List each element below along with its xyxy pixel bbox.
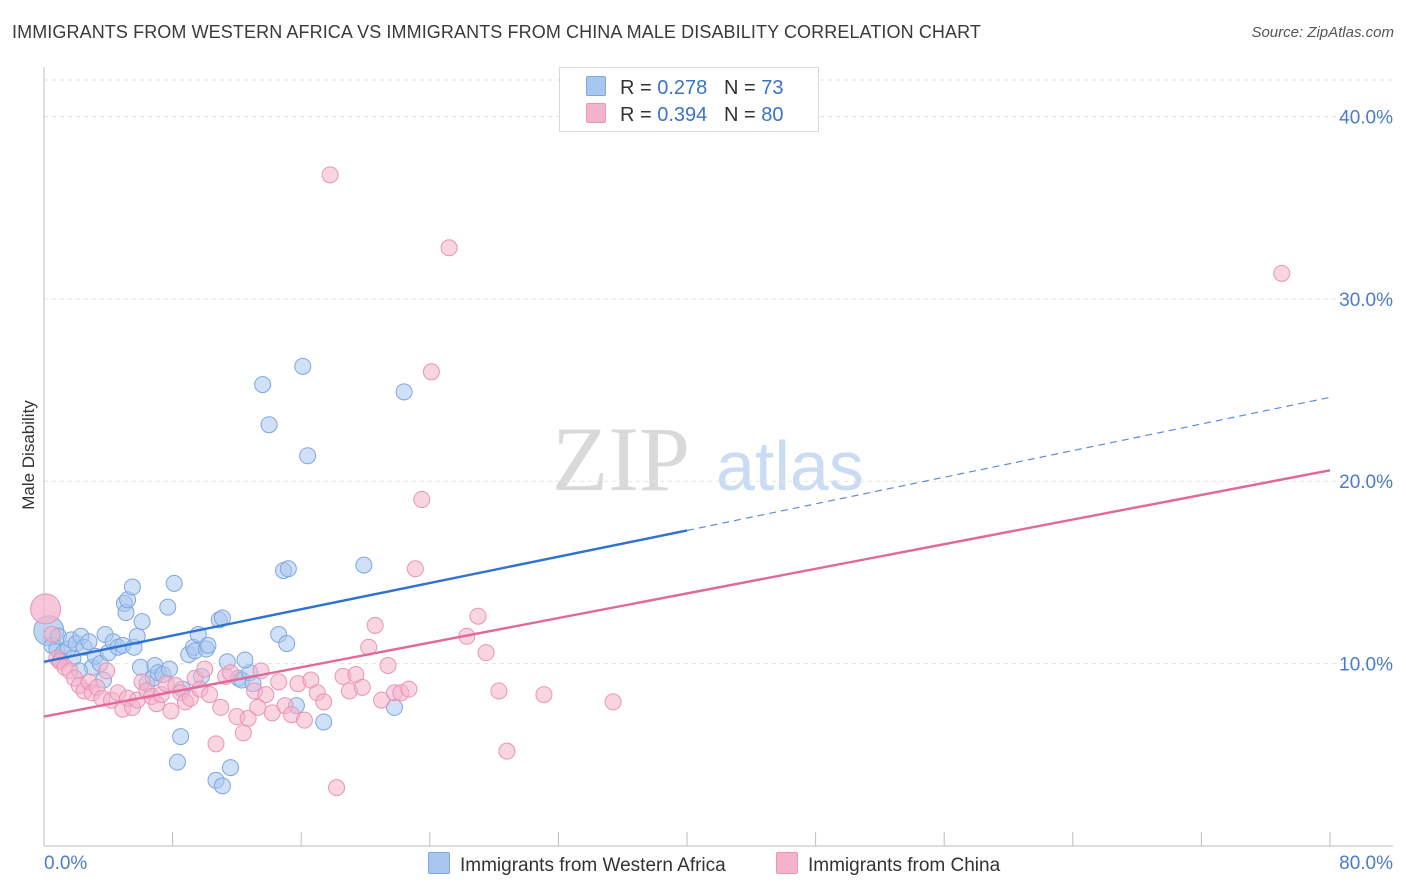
x-tick-label-min: 0.0% <box>44 853 87 874</box>
western-africa-point <box>236 651 254 669</box>
china-point <box>498 742 516 760</box>
legend-row-china: R = 0.394 N = 80 <box>586 103 783 127</box>
western-africa-point <box>172 728 190 746</box>
y-tick-label: 40.0% <box>1339 107 1393 128</box>
legend-swatch-blue <box>586 76 606 96</box>
legend-r-label: R = <box>620 104 652 126</box>
china-point <box>366 616 384 634</box>
chart-source: Source: ZipAtlas.com <box>1251 24 1394 41</box>
legend-swatch-pink <box>586 103 606 123</box>
chart-title: IMMIGRANTS FROM WESTERN AFRICA VS IMMIGR… <box>12 22 981 42</box>
china-point <box>477 644 495 662</box>
series-western-africa-points <box>33 357 413 795</box>
china-point <box>1273 264 1291 282</box>
western-africa-point <box>315 713 333 731</box>
trend-line-china <box>43 469 1331 718</box>
china-point <box>379 656 397 674</box>
legend-r-value-pink: 0.394 <box>657 104 708 126</box>
china-point <box>30 593 62 625</box>
western-africa-point <box>165 574 183 592</box>
china-point <box>239 709 257 727</box>
western-africa-point <box>160 660 178 678</box>
western-africa-point <box>159 598 177 616</box>
china-point <box>207 735 225 753</box>
china-point <box>469 607 487 625</box>
x-ticks <box>43 832 1331 846</box>
legend-r-label: R = <box>620 77 652 99</box>
watermark-atlas: atlas <box>716 427 864 505</box>
western-africa-point <box>299 447 317 465</box>
legend-item-western-africa: Immigrants from Western Africa <box>428 852 726 877</box>
legend-n-value-blue: 73 <box>761 77 784 99</box>
china-point <box>328 779 346 797</box>
legend-label-western-africa: Immigrants from Western Africa <box>460 855 726 876</box>
china-point <box>257 686 275 704</box>
legend-r-value-blue: 0.278 <box>657 77 708 99</box>
trend-lines <box>43 396 1331 718</box>
gridlines <box>44 79 1393 665</box>
china-point <box>270 673 288 691</box>
y-tick-label: 30.0% <box>1339 290 1393 311</box>
china-point <box>212 698 230 716</box>
china-point <box>604 693 622 711</box>
china-point <box>196 660 214 678</box>
western-africa-point <box>199 636 217 654</box>
western-africa-point <box>260 416 278 434</box>
china-point <box>535 686 553 704</box>
legend-swatch-western-africa <box>428 852 450 874</box>
western-africa-point <box>355 556 373 574</box>
china-point <box>234 724 252 742</box>
western-africa-point <box>168 753 186 771</box>
y-tick-label: 10.0% <box>1339 655 1393 676</box>
trend-line-western-africa-extension <box>686 396 1331 532</box>
western-africa-point <box>395 383 413 401</box>
china-point <box>315 693 333 711</box>
western-africa-point <box>133 613 151 631</box>
china-point <box>201 686 219 704</box>
y-axis-label: Male Disability <box>19 400 38 510</box>
trend-line-western-africa <box>43 529 688 663</box>
western-africa-point <box>278 635 296 653</box>
china-point <box>440 239 458 257</box>
y-tick-labels: 10.0% 20.0% 30.0% 40.0% <box>1339 107 1393 675</box>
china-point <box>413 490 431 508</box>
china-point <box>321 166 339 184</box>
china-point <box>353 678 371 696</box>
legend-label-china: Immigrants from China <box>808 855 1001 876</box>
western-africa-point <box>221 759 239 777</box>
china-point <box>373 691 391 709</box>
x-tick-label-max: 80.0% <box>1339 853 1393 874</box>
china-point <box>249 698 267 716</box>
china-point <box>406 560 424 578</box>
legend-n-label: N = <box>723 77 756 99</box>
legend-n-value-pink: 80 <box>761 104 784 126</box>
western-africa-point <box>279 560 297 578</box>
china-point <box>295 711 313 729</box>
western-africa-point <box>254 376 272 394</box>
legend-n-label: N = <box>723 104 756 126</box>
china-point <box>400 680 418 698</box>
western-africa-point <box>213 777 231 795</box>
stats-legend: R = 0.278 N = 73 R = 0.394 N = 80 <box>559 67 819 132</box>
y-tick-label: 20.0% <box>1339 472 1393 493</box>
watermark-zip: ZIP <box>552 408 690 510</box>
china-point <box>221 664 239 682</box>
china-point <box>422 363 440 381</box>
watermark: ZIP atlas <box>552 408 864 510</box>
legend-row-western-africa: R = 0.278 N = 73 <box>586 76 783 100</box>
china-point <box>490 682 508 700</box>
western-africa-point <box>80 633 98 651</box>
western-africa-point <box>131 658 149 676</box>
western-africa-point <box>294 357 312 375</box>
china-point <box>43 625 61 643</box>
series-legend: Immigrants from Western Africa Immigrant… <box>0 852 1406 878</box>
western-africa-point <box>123 578 141 596</box>
china-point <box>98 662 116 680</box>
legend-swatch-china <box>776 852 798 874</box>
china-point <box>162 702 180 720</box>
legend-item-china: Immigrants from China <box>776 852 1000 877</box>
series-china-points <box>30 166 1291 797</box>
